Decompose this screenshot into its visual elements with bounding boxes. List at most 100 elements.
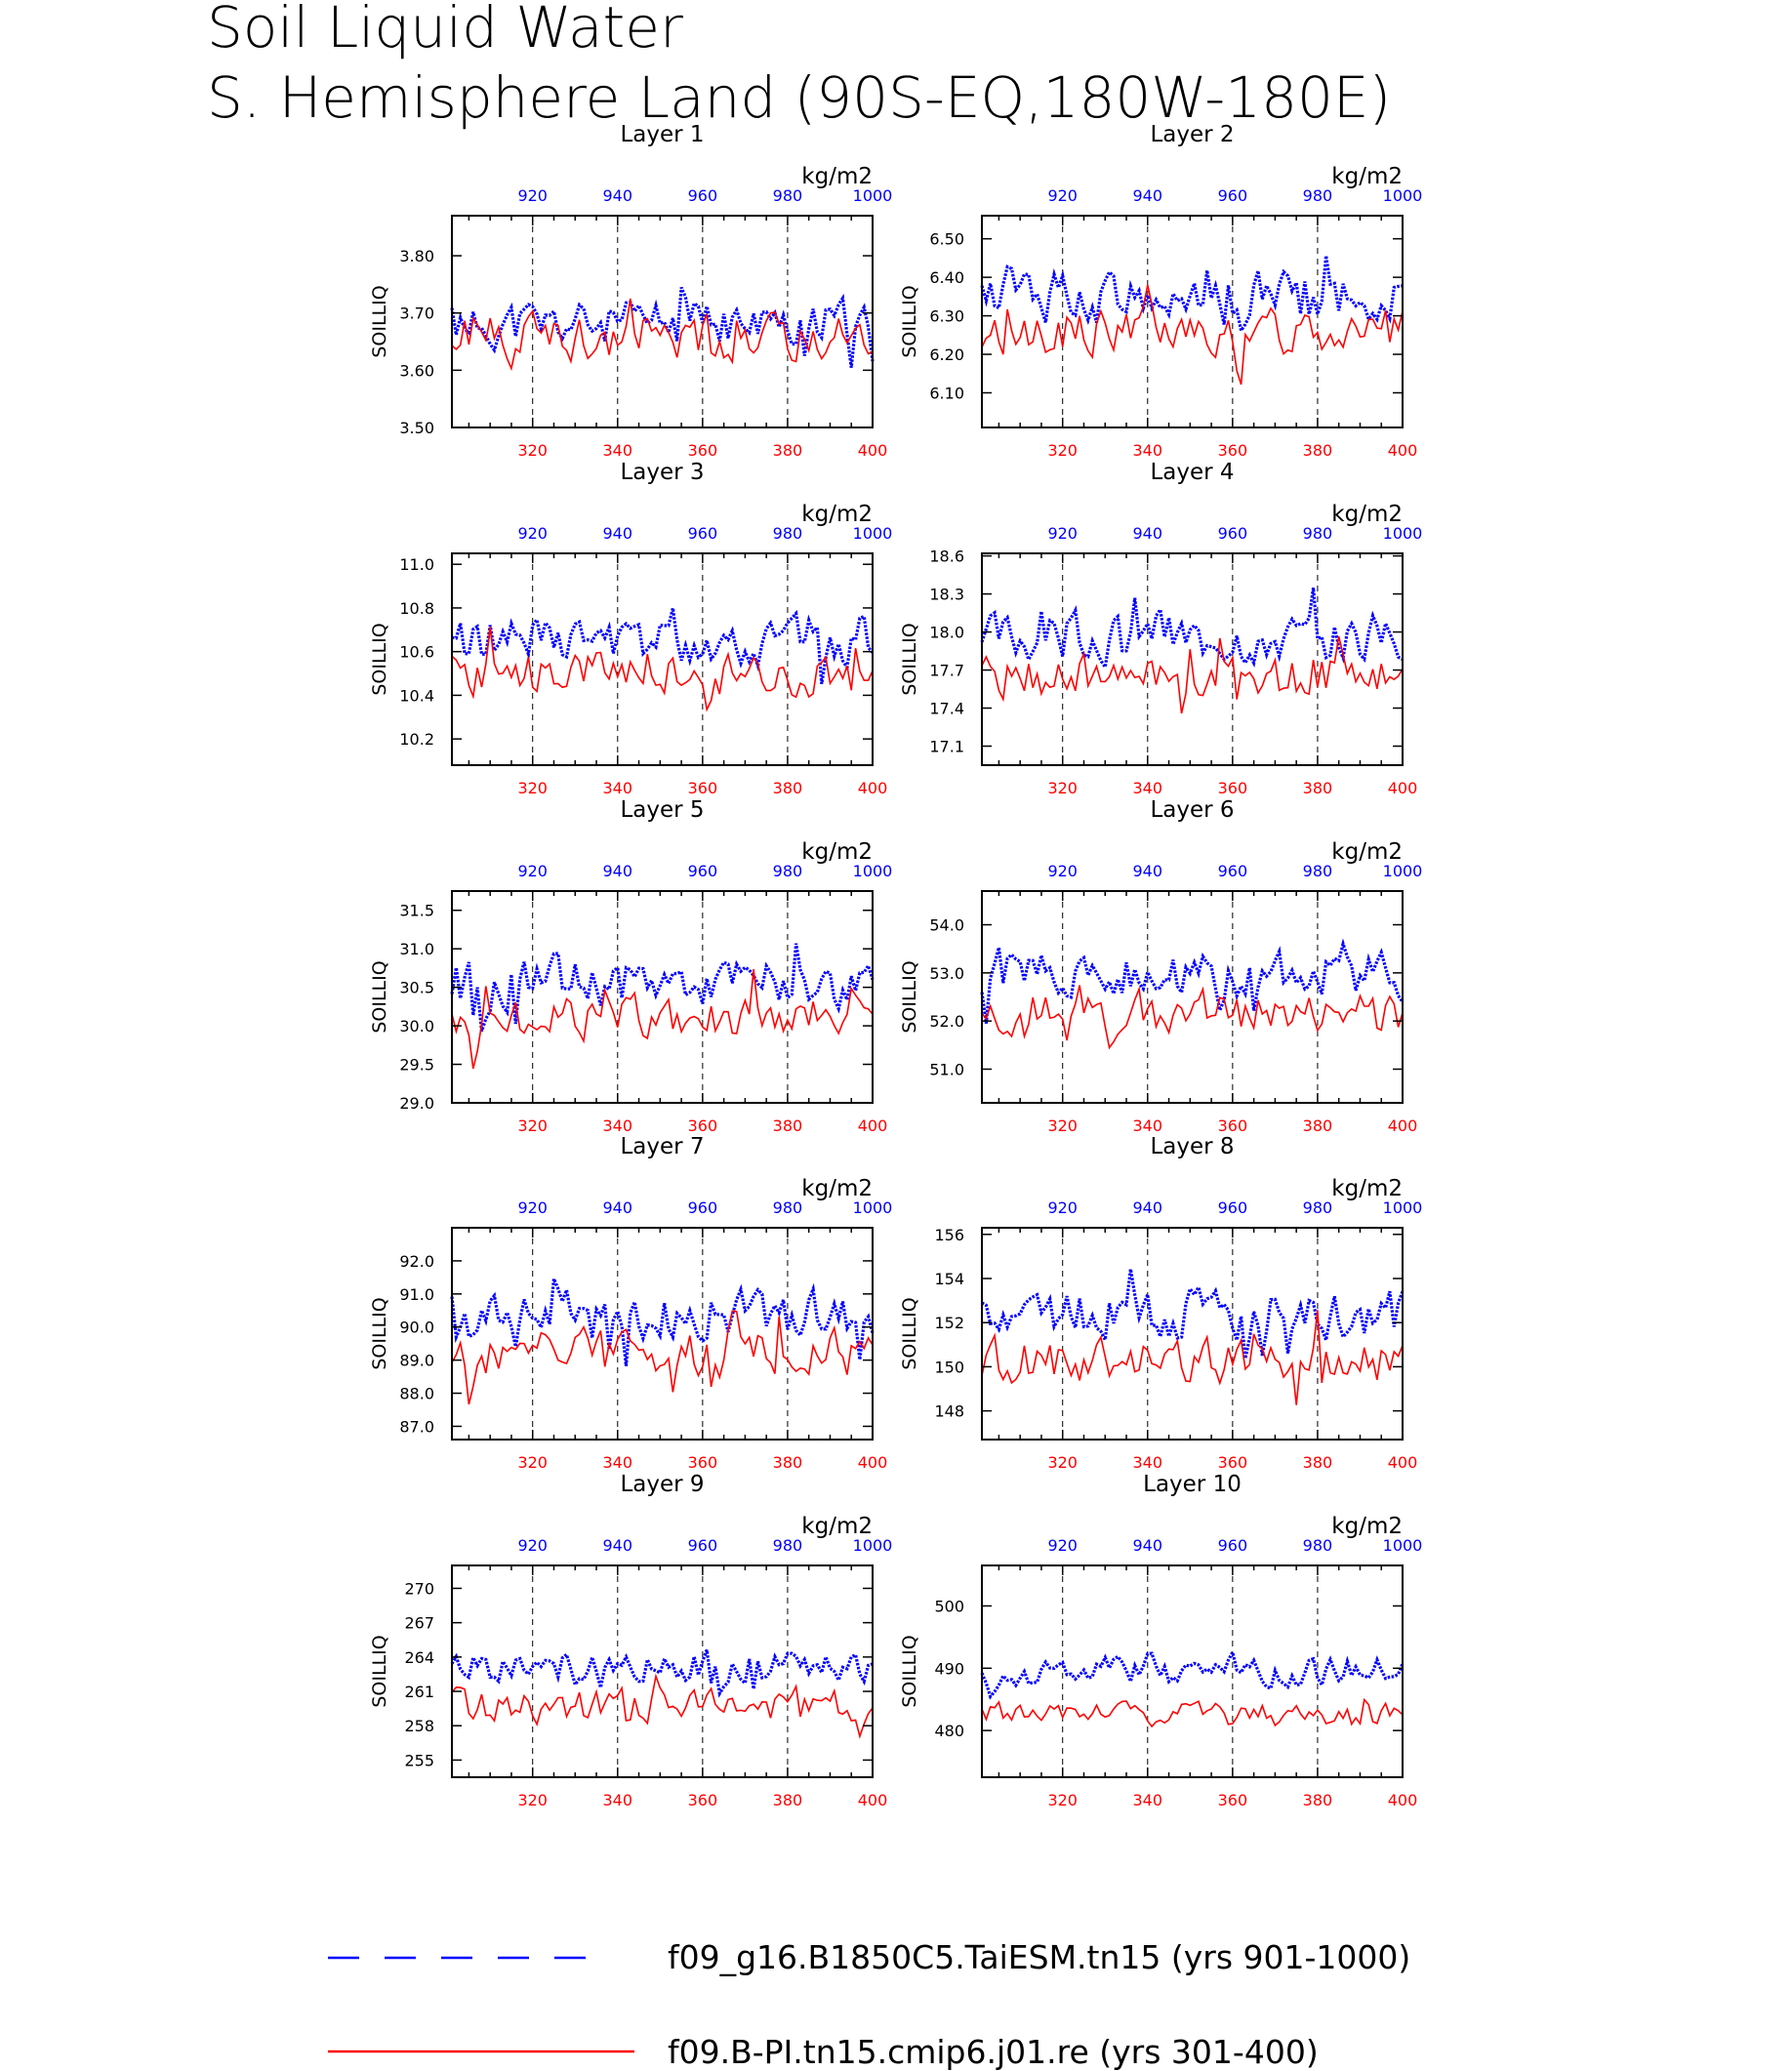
x-top-tick-label: 960 <box>1218 1198 1248 1217</box>
series-line-blue <box>450 286 875 368</box>
x-bottom-tick-label: 340 <box>1133 1453 1163 1472</box>
x-bottom-tick-label: 380 <box>1303 441 1333 460</box>
series-line-blue <box>450 943 875 1033</box>
y-tick-label: 148 <box>934 1402 964 1421</box>
x-top-tick-label: 980 <box>1303 862 1333 880</box>
figure-title-line2: S. Hemisphere Land (90S-EQ,180W-180E) <box>207 64 1391 131</box>
units-label: kg/m2 <box>801 502 873 527</box>
x-top-tick-label: 980 <box>773 524 803 543</box>
x-bottom-tick-label: 400 <box>1388 441 1418 460</box>
x-bottom-tick-label: 380 <box>773 1453 803 1472</box>
series-line-red <box>981 1310 1404 1405</box>
y-axis-label: SOILLIQ <box>369 623 390 695</box>
y-tick-label: 18.0 <box>929 624 964 642</box>
units-label: kg/m2 <box>801 164 873 189</box>
y-tick-label: 261 <box>404 1683 434 1701</box>
x-top-tick-label: 940 <box>1133 862 1163 880</box>
plot-frame <box>451 1564 874 1778</box>
x-top-tick-label: 980 <box>1303 524 1333 543</box>
x-top-tick-label: 1000 <box>853 862 893 880</box>
y-tick-label: 264 <box>404 1648 434 1667</box>
panel-layer-1: Layer 1 kg/m2 320 340 360 380 400 920 940 960 980 1… <box>369 122 892 460</box>
y-tick-label: 31.5 <box>399 902 434 920</box>
x-bottom-tick-label: 380 <box>1303 1117 1333 1135</box>
x-bottom-tick-label: 380 <box>1303 779 1333 797</box>
plot-frame <box>981 890 1404 1104</box>
panel-layer-9: Layer 9 kg/m2 320 340 360 380 400 920 940 960 980 1… <box>369 1472 892 1809</box>
plot-frame <box>981 552 1404 766</box>
y-tick-label: 6.20 <box>929 345 964 364</box>
x-top-tick-label: 960 <box>688 1536 718 1555</box>
x-bottom-tick-label: 320 <box>1047 1117 1078 1135</box>
panels-grid: Layer 1 kg/m2 320 340 360 380 400 920 940 960 980 1… <box>369 122 1422 1809</box>
x-top-tick-label: 980 <box>773 1198 803 1217</box>
y-axis-label: SOILLIQ <box>899 285 920 357</box>
panel-title: Layer 1 <box>620 122 704 147</box>
x-top-tick-label: 960 <box>1218 186 1248 205</box>
x-top-tick-label: 960 <box>1218 862 1248 880</box>
x-bottom-tick-label: 320 <box>517 441 548 460</box>
x-bottom-tick-label: 400 <box>1388 779 1418 797</box>
x-bottom-tick-label: 340 <box>603 1453 633 1472</box>
x-bottom-tick-label: 400 <box>858 1453 888 1472</box>
x-bottom-tick-label: 340 <box>1133 1791 1163 1809</box>
x-bottom-tick-label: 400 <box>858 1791 888 1809</box>
x-bottom-tick-label: 340 <box>603 1791 633 1809</box>
units-label: kg/m2 <box>801 1514 873 1539</box>
x-top-tick-label: 920 <box>1047 1536 1078 1555</box>
x-bottom-tick-label: 340 <box>603 779 633 797</box>
y-tick-label: 90.0 <box>399 1319 434 1337</box>
series-line-red <box>981 284 1404 386</box>
x-top-tick-label: 940 <box>603 1536 633 1555</box>
legend-label-red: f09.B-PI.tn15.cmip6.j01.re (yrs 301-400) <box>668 2033 1319 2071</box>
x-top-tick-label: 980 <box>1303 186 1333 205</box>
series-line-blue <box>980 255 1404 335</box>
units-label: kg/m2 <box>801 839 873 865</box>
x-top-tick-label: 920 <box>1047 186 1078 205</box>
panel-title: Layer 8 <box>1150 1134 1234 1159</box>
panel-title: Layer 9 <box>620 1472 704 1497</box>
x-bottom-tick-label: 380 <box>773 441 803 460</box>
y-tick-label: 152 <box>934 1314 964 1332</box>
x-bottom-tick-label: 400 <box>858 1117 888 1135</box>
x-bottom-tick-label: 320 <box>1047 441 1078 460</box>
y-tick-label: 270 <box>404 1579 434 1598</box>
x-bottom-tick-label: 380 <box>1303 1453 1333 1472</box>
panel-title: Layer 5 <box>620 797 704 823</box>
legend: f09_g16.B1850C5.TaiESM.tn15 (yrs 901-100… <box>328 1938 1410 2071</box>
x-top-tick-label: 940 <box>603 862 633 880</box>
y-tick-label: 30.0 <box>399 1017 434 1036</box>
x-bottom-tick-label: 360 <box>688 1117 718 1135</box>
x-bottom-tick-label: 380 <box>773 779 803 797</box>
x-top-tick-label: 1000 <box>1383 524 1423 543</box>
y-tick-label: 17.1 <box>929 738 964 756</box>
x-bottom-tick-label: 360 <box>1218 779 1248 797</box>
x-top-tick-label: 1000 <box>853 186 893 205</box>
y-axis-label: SOILLIQ <box>369 1635 390 1707</box>
x-bottom-tick-label: 400 <box>1388 1791 1418 1809</box>
x-top-tick-label: 920 <box>517 524 548 543</box>
y-tick-label: 52.0 <box>929 1012 964 1031</box>
x-top-tick-label: 1000 <box>1383 862 1423 880</box>
x-bottom-tick-label: 400 <box>1388 1453 1418 1472</box>
panel-title: Layer 2 <box>1150 122 1234 147</box>
x-top-tick-label: 940 <box>1133 186 1163 205</box>
y-tick-label: 6.50 <box>929 230 964 249</box>
units-label: kg/m2 <box>1331 1514 1403 1539</box>
x-top-tick-label: 1000 <box>1383 186 1423 205</box>
series-line-blue <box>451 607 875 685</box>
x-bottom-tick-label: 340 <box>1133 779 1163 797</box>
x-top-tick-label: 960 <box>1218 1536 1248 1555</box>
x-bottom-tick-label: 340 <box>603 1117 633 1135</box>
x-top-tick-label: 1000 <box>853 524 893 543</box>
y-axis-label: SOILLIQ <box>369 960 390 1033</box>
x-bottom-tick-label: 380 <box>773 1117 803 1135</box>
x-top-tick-label: 940 <box>603 186 633 205</box>
y-tick-label: 11.0 <box>399 555 434 574</box>
plot-frame <box>451 890 874 1104</box>
x-bottom-tick-label: 360 <box>688 779 718 797</box>
series-line-red <box>981 635 1404 714</box>
x-bottom-tick-label: 360 <box>1218 1791 1248 1809</box>
x-bottom-tick-label: 320 <box>517 1453 548 1472</box>
x-top-tick-label: 960 <box>688 524 718 543</box>
